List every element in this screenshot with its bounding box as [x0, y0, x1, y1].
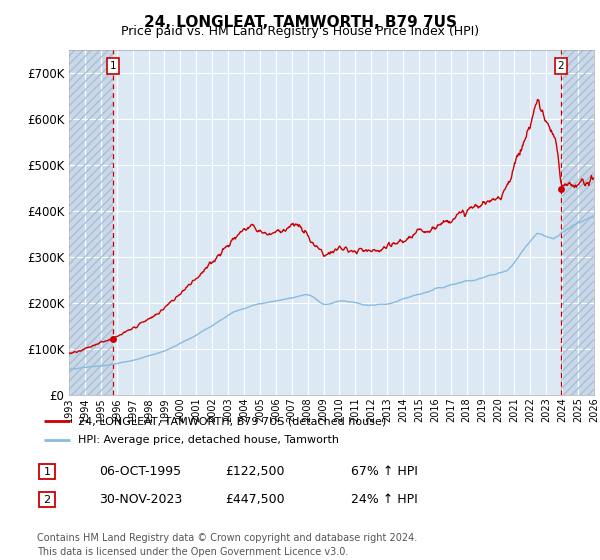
Text: 1: 1 — [110, 61, 116, 71]
Text: 30-NOV-2023: 30-NOV-2023 — [99, 493, 182, 506]
Text: 2: 2 — [44, 494, 50, 505]
Bar — [69, 50, 113, 395]
Bar — [69, 50, 113, 395]
Text: 1: 1 — [44, 466, 50, 477]
Text: 06-OCT-1995: 06-OCT-1995 — [99, 465, 181, 478]
Text: Contains HM Land Registry data © Crown copyright and database right 2024.
This d: Contains HM Land Registry data © Crown c… — [37, 533, 418, 557]
Text: 24% ↑ HPI: 24% ↑ HPI — [351, 493, 418, 506]
Text: 24, LONGLEAT, TAMWORTH, B79 7US (detached house): 24, LONGLEAT, TAMWORTH, B79 7US (detache… — [77, 417, 386, 426]
Text: 67% ↑ HPI: 67% ↑ HPI — [351, 465, 418, 478]
Bar — [561, 50, 594, 395]
Text: £122,500: £122,500 — [225, 465, 284, 478]
Text: HPI: Average price, detached house, Tamworth: HPI: Average price, detached house, Tamw… — [77, 435, 338, 445]
Text: Price paid vs. HM Land Registry's House Price Index (HPI): Price paid vs. HM Land Registry's House … — [121, 25, 479, 38]
Bar — [561, 50, 594, 395]
Text: £447,500: £447,500 — [225, 493, 284, 506]
Text: 2: 2 — [557, 61, 564, 71]
Text: 24, LONGLEAT, TAMWORTH, B79 7US: 24, LONGLEAT, TAMWORTH, B79 7US — [143, 15, 457, 30]
